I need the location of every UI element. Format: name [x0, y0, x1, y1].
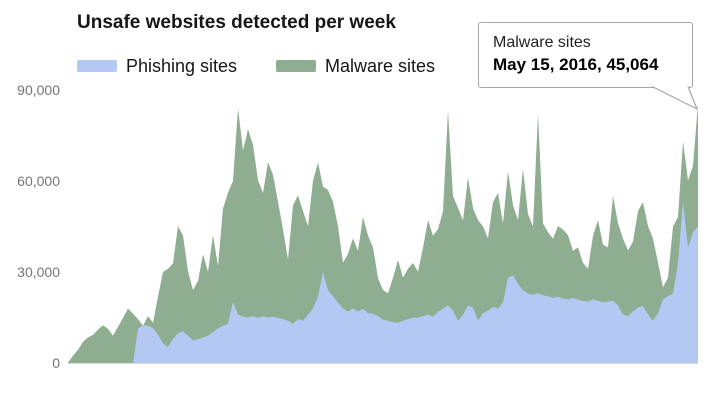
- tooltip: Malware sites May 15, 2016, 45,064: [478, 22, 693, 88]
- phishing-legend-swatch: [77, 60, 117, 72]
- x-axis-line: [68, 363, 698, 364]
- malware-legend-swatch: [276, 60, 316, 72]
- plot-svg[interactable]: [68, 85, 698, 364]
- malware-legend-label: Malware sites: [325, 55, 436, 76]
- tooltip-value: May 15, 2016, 45,064: [493, 55, 659, 74]
- legend-item-phishing: Phishing sites: [77, 55, 238, 76]
- area-phishing-sites[interactable]: [68, 201, 698, 364]
- chart-title: Unsafe websites detected per week: [77, 12, 396, 33]
- y-tick-0: 0: [52, 355, 60, 371]
- y-tick-60000: 60,000: [17, 173, 60, 189]
- y-tick-30000: 30,000: [17, 264, 60, 280]
- tooltip-series-label: Malware sites: [493, 34, 591, 51]
- tooltip-tail: [651, 86, 698, 110]
- legend-item-malware: Malware sites: [276, 55, 436, 76]
- phishing-legend-label: Phishing sites: [126, 55, 238, 76]
- y-tick-90000: 90,000: [17, 82, 60, 98]
